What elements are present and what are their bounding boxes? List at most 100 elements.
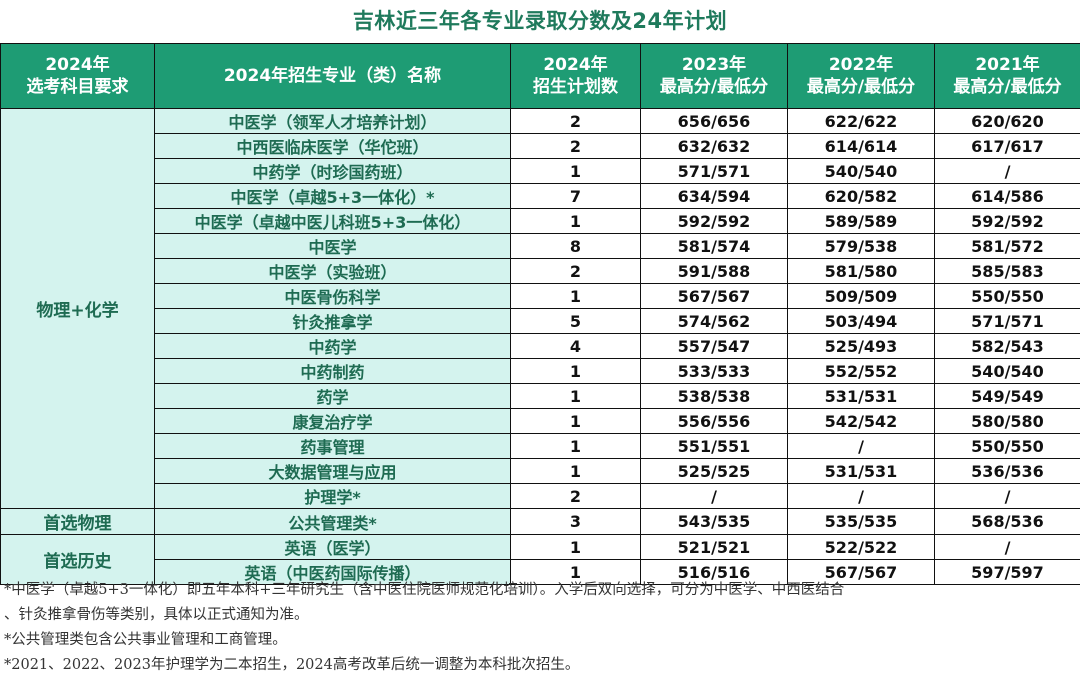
score-2021-cell: 582/543	[934, 333, 1080, 359]
score-2023-cell: 521/521	[640, 534, 788, 560]
admission-table: 2024年 选考科目要求 2024年招生专业（类）名称 2024年 招生计划数 …	[0, 43, 1080, 585]
score-2023-cell: /	[640, 483, 788, 509]
score-2022-cell: 552/552	[787, 358, 935, 384]
header-row: 2024年 选考科目要求 2024年招生专业（类）名称 2024年 招生计划数 …	[0, 43, 1080, 109]
header-text: 2022年	[828, 55, 894, 75]
footnote: *公共管理类包含公共事业管理和工商管理。	[4, 632, 287, 648]
score-2021-cell: 540/540	[934, 358, 1080, 384]
score-2021-cell: 550/550	[934, 283, 1080, 309]
major-name-cell: 英语（医学）	[154, 534, 511, 560]
plan-count-cell: 1	[510, 408, 641, 434]
score-2021-cell: 571/571	[934, 308, 1080, 334]
header-text: 2024年招生专业（类）名称	[223, 66, 442, 86]
score-2022-cell: 531/531	[787, 383, 935, 409]
table-row: 中药学（时珍国药班） 1 571/571 540/540/	[1, 158, 1080, 184]
plan-count-cell: 2	[510, 258, 641, 284]
header-text: 选考科目要求	[26, 77, 129, 97]
score-2023-cell: 632/632	[640, 133, 788, 159]
table-row: 首选物理 公共管理类* 3 543/535 535/535 568/536	[0, 508, 1080, 535]
major-name-cell: 中医学	[154, 233, 511, 259]
score-2023-cell: 567/567	[640, 283, 788, 309]
plan-count-cell: 5	[510, 308, 641, 334]
score-2021-cell: 550/550	[934, 433, 1080, 459]
score-2023-cell: 634/594	[640, 183, 788, 209]
score-2023-cell: 516/516	[640, 559, 788, 585]
subject-group-cell: 首选历史	[0, 534, 155, 585]
score-2023-cell: 543/535	[640, 508, 788, 535]
major-name-cell: 大数据管理与应用	[154, 458, 511, 484]
footnote: *2021、2022、2023年护理学为二本招生，2024高考改革后统一调整为本…	[4, 657, 580, 673]
footnotes: *中医学（卓越5+3一体化）即五年本科+三年研究生（含中医住院医师规范化培训）。…	[0, 578, 1080, 678]
score-2023-cell: 557/547	[640, 333, 788, 359]
score-2022-cell: 589/589	[787, 208, 935, 234]
header-text: 招生计划数	[533, 77, 618, 97]
plan-count-cell: 1	[510, 158, 641, 184]
score-2021-cell: /	[934, 158, 1080, 184]
plan-count-cell: 1	[510, 383, 641, 409]
score-2021-cell: 617/617	[934, 133, 1080, 159]
score-2023-cell: 525/525	[640, 458, 788, 484]
major-name-cell: 中医学（卓越中医儿科班5+3一体化）	[154, 208, 511, 234]
plan-count-cell: 1	[510, 534, 641, 560]
plan-count-cell: 7	[510, 183, 641, 209]
table-row: 物理+化学 中医学（领军人才培养计划） 2 656/656 622/622 620/620	[0, 108, 1080, 509]
table-row: 康复治疗学 1 556/556 542/542 580/580	[1, 408, 1080, 434]
score-2023-cell: 551/551	[640, 433, 788, 459]
score-2023-cell: 581/574	[640, 233, 788, 259]
score-2023-cell: 533/533	[640, 358, 788, 384]
score-2021-cell: 585/583	[934, 258, 1080, 284]
header-text: 2024年	[45, 55, 110, 75]
major-name-cell: 英语（中医药国际传播）	[154, 559, 511, 585]
plan-count-cell: 1	[510, 208, 641, 234]
plan-count-cell: 2	[510, 108, 641, 134]
header-2023-scores: 2023年 最高分/最低分	[640, 43, 788, 109]
table-row: 英语（中医药国际传播） 1 516/516 567/567 597/597	[1, 559, 1080, 585]
table-row: 中药制药 1 533/533 552/552 540/540	[1, 358, 1080, 384]
score-2022-cell: 525/493	[787, 333, 935, 359]
score-2022-cell: /	[787, 433, 935, 459]
major-name-cell: 中药制药	[154, 358, 511, 384]
table-row: 中医学 8 581/574 579/538 581/572	[1, 233, 1080, 259]
table-row: 护理学* 2// /	[1, 483, 1080, 509]
score-2022-cell: 531/531	[787, 458, 935, 484]
score-2021-cell: 597/597	[934, 559, 1080, 585]
table-body: 物理+化学 中医学（领军人才培养计划） 2 656/656 622/622 620/620…	[0, 108, 1080, 585]
score-2021-cell: 568/536	[934, 508, 1080, 535]
header-2021-scores: 2021年 最高分/最低分	[934, 43, 1080, 109]
score-2023-cell: 538/538	[640, 383, 788, 409]
header-text: 2021年	[975, 55, 1040, 75]
header-plan-count: 2024年 招生计划数	[510, 43, 641, 109]
score-2022-cell: 522/522	[787, 534, 935, 560]
score-2022-cell: 567/567	[787, 559, 935, 585]
score-2021-cell: 620/620	[934, 108, 1080, 134]
score-2022-cell: /	[787, 483, 935, 509]
plan-count-cell: 8	[510, 233, 641, 259]
score-2022-cell: 542/542	[787, 408, 935, 434]
major-name-cell: 中药学	[154, 333, 511, 359]
score-2021-cell: 536/536	[934, 458, 1080, 484]
score-2021-cell: 592/592	[934, 208, 1080, 234]
plan-count-cell: 1	[510, 433, 641, 459]
header-major-name: 2024年招生专业（类）名称	[154, 43, 511, 109]
score-2023-cell: 592/592	[640, 208, 788, 234]
subject-group-cell: 物理+化学	[0, 108, 155, 509]
header-text: 2024年	[543, 55, 608, 75]
header-text: 最高分/最低分	[806, 77, 916, 97]
plan-count-cell: 1	[510, 458, 641, 484]
score-2022-cell: 579/538	[787, 233, 935, 259]
table-row: 中药学 4 557/547 525/493 582/543	[1, 333, 1080, 359]
score-2022-cell: 620/582	[787, 183, 935, 209]
subject-group-cell: 首选物理	[0, 508, 155, 535]
score-2023-cell: 556/556	[640, 408, 788, 434]
header-text: 最高分/最低分	[953, 77, 1062, 97]
plan-count-cell: 4	[510, 333, 641, 359]
score-2023-cell: 656/656	[640, 108, 788, 134]
table-row: 首选历史 英语（医学） 1 521/521 522/522/	[0, 534, 1080, 585]
major-name-cell: 针灸推拿学	[154, 308, 511, 334]
major-name-cell: 药学	[154, 383, 511, 409]
score-2022-cell: 535/535	[787, 508, 935, 535]
score-2022-cell: 540/540	[787, 158, 935, 184]
score-2023-cell: 571/571	[640, 158, 788, 184]
score-2021-cell: 614/586	[934, 183, 1080, 209]
major-name-cell: 中医骨伤科学	[154, 283, 511, 309]
